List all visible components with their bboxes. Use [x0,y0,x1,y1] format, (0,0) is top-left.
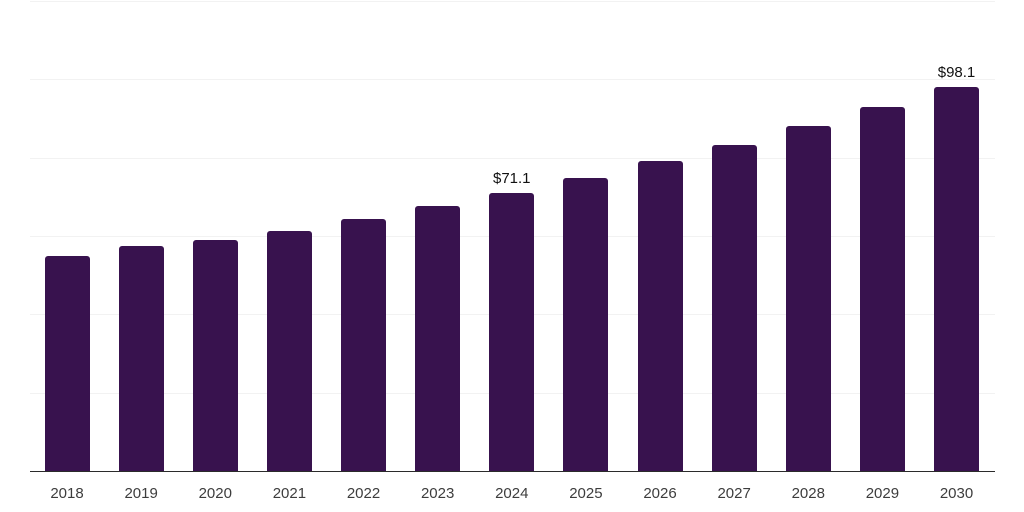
x-tick-2029: 2029 [865,485,900,502]
bar-2020 [192,240,238,471]
bar-2026 [637,161,683,471]
bar-2018 [44,255,90,471]
x-tick-2019: 2019 [124,485,158,502]
bar-2021 [266,231,312,471]
x-tick-2018: 2018 [50,485,84,502]
gridline [30,157,995,159]
x-tick-2030: 2030 [939,485,974,502]
data-label-2030: $98.1 [937,63,976,81]
bar-2027 [711,145,757,471]
bar-2025 [563,178,609,471]
x-tick-2023: 2023 [420,485,455,502]
x-tick-2024: 2024 [495,485,529,502]
bar-2023 [415,206,461,471]
data-label-2024: $71.1 [492,169,531,187]
bar-2024 [489,192,535,471]
x-tick-2020: 2020 [198,485,232,502]
gridline [30,79,995,81]
x-tick-2021: 2021 [272,485,307,502]
bar-2030 [934,86,979,471]
bar-2029 [859,106,905,471]
plot-area: $71.1 $98.1 [30,1,995,472]
x-tick-2025: 2025 [569,485,603,502]
bar-2028 [785,126,831,471]
x-tick-2028: 2028 [791,485,825,502]
bar-2019 [118,246,164,471]
x-tick-2027: 2027 [717,485,751,502]
bar-2022 [341,219,386,471]
x-tick-2022: 2022 [346,485,381,502]
x-tick-2026: 2026 [643,485,677,502]
gridline [30,1,995,2]
